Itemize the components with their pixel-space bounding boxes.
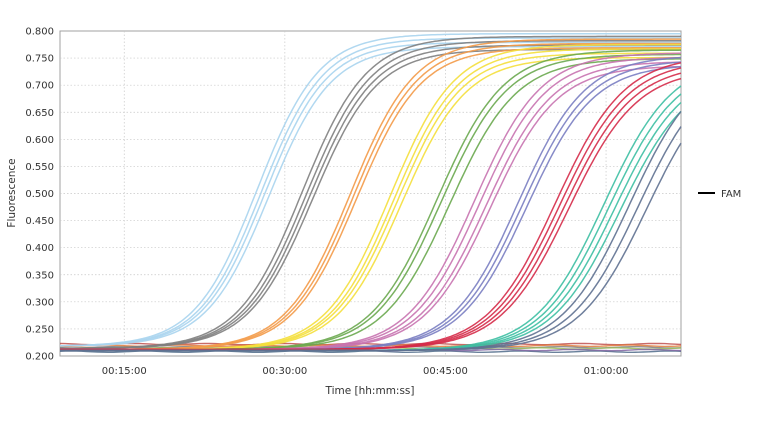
series-line [60, 45, 681, 347]
y-tick-label: 0.450 [25, 216, 54, 227]
y-tick-label: 0.700 [25, 81, 54, 92]
y-tick-label: 0.350 [25, 270, 54, 281]
y-tick-label: 0.400 [25, 243, 54, 254]
series-line [60, 32, 681, 347]
x-tick-label: 00:30:00 [262, 366, 307, 377]
legend-label-fam: FAM [721, 189, 741, 200]
x-tick-label: 01:00:00 [584, 366, 629, 377]
series-lines [59, 32, 682, 353]
series-line [60, 142, 682, 352]
x-tick-label: 00:45:00 [423, 366, 468, 377]
y-tick-labels: 0.200 0.250 0.300 0.350 0.400 0.450 0.500 0.550… [25, 27, 54, 363]
y-tick-label: 0.650 [25, 108, 54, 119]
y-tick-label: 0.250 [25, 324, 54, 335]
series-line [60, 41, 681, 347]
series-line [60, 77, 682, 351]
y-tick-label: 0.300 [25, 297, 54, 308]
x-axis-title: Time [hh:mm:ss] [324, 385, 414, 397]
y-tick-label: 0.600 [25, 135, 54, 146]
x-tick-labels: 00:15:00 00:30:00 00:45:00 01:00:00 [102, 366, 629, 377]
y-tick-label: 0.800 [25, 27, 54, 38]
series-line [59, 37, 681, 347]
legend: FAM [698, 189, 741, 200]
y-axis-title: Fluorescence [6, 158, 18, 227]
y-tick-label: 0.550 [25, 162, 54, 173]
y-tick-label: 0.500 [25, 189, 54, 200]
y-tick-label: 0.750 [25, 54, 54, 65]
x-tick-label: 00:15:00 [102, 366, 147, 377]
y-tick-label: 0.200 [25, 352, 54, 363]
